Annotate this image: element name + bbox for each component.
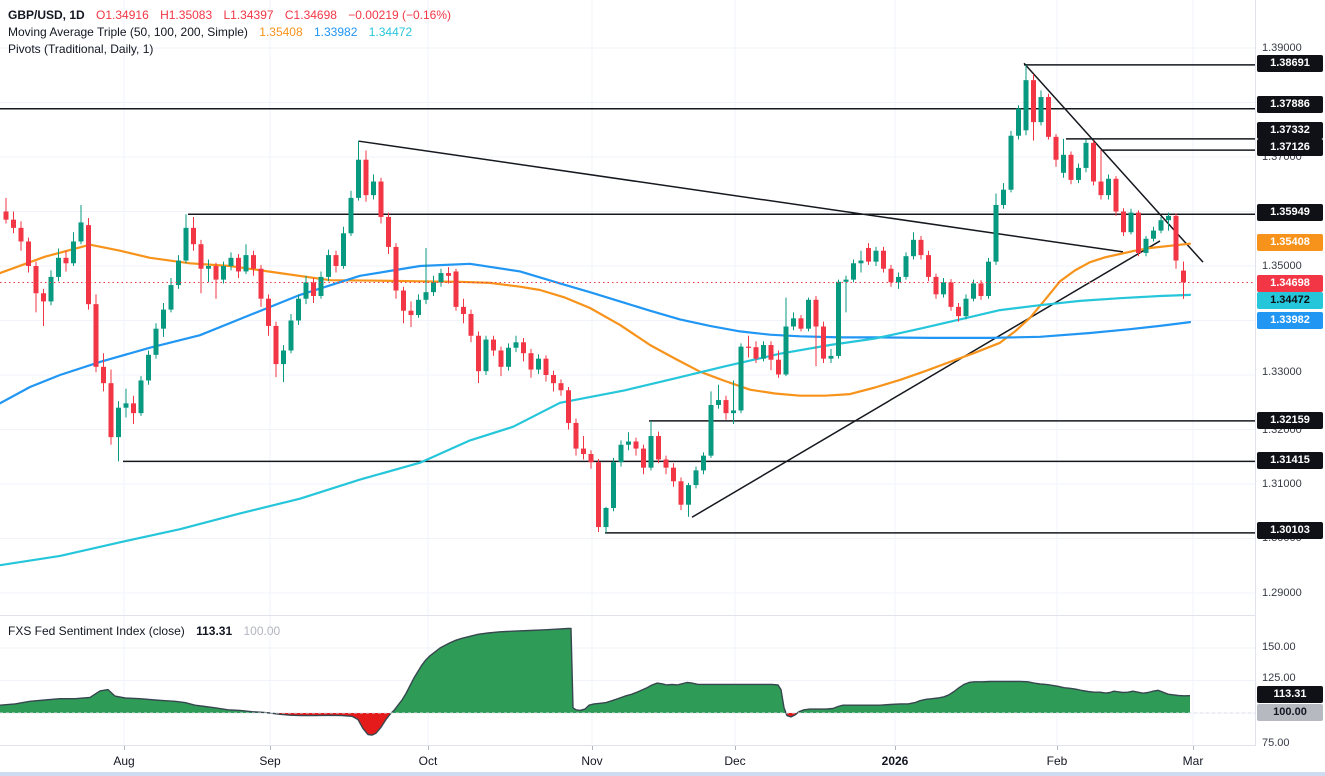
sentiment-indicator-title: FXS Fed Sentiment Index (close) [8, 624, 185, 638]
time-axis-tick [270, 746, 271, 750]
time-axis-tick [735, 746, 736, 750]
legend-row-symbol[interactable]: GBP/USD, 1D O1.34916 H1.35083 L1.34397 C… [8, 7, 451, 23]
time-axis-tick [124, 746, 125, 750]
bottom-edge-strip [0, 772, 1325, 776]
candlestick-chart-svg [0, 0, 1255, 615]
ohlc-high: H1.35083 [160, 8, 213, 22]
sentiment-baseline-value: 100.00 [243, 624, 281, 638]
price-badge-cyan: 1.34472 [1257, 291, 1323, 309]
time-axis-label: Dec [724, 754, 746, 768]
price-badge-orange: 1.35408 [1257, 233, 1323, 251]
price-badge-gray: 100.00 [1257, 703, 1323, 721]
price-badge-black: 1.31415 [1257, 451, 1323, 469]
price-badge-black: 1.32159 [1257, 411, 1323, 429]
ohlc-open: O1.34916 [96, 8, 149, 22]
price-badge-black: 1.30103 [1257, 521, 1323, 539]
price-axis-label: 1.31000 [1262, 478, 1302, 490]
price-badge-black: 1.37886 [1257, 95, 1323, 113]
sentiment-chart-svg [0, 616, 1255, 745]
price-badge-black: 1.38691 [1257, 54, 1323, 72]
time-axis-label: Mar [1182, 754, 1204, 768]
legend-row-pivots[interactable]: Pivots (Traditional, Daily, 1) [8, 41, 153, 57]
price-badge-black: 113.31 [1257, 685, 1323, 703]
time-axis-tick [1193, 746, 1194, 750]
symbol-title: GBP/USD, 1D [8, 8, 85, 22]
ma50-value: 1.35408 [259, 25, 303, 39]
time-axis-label: Nov [581, 754, 603, 768]
ohlc-close: C1.34698 [284, 8, 337, 22]
price-axis-label: 125.00 [1262, 672, 1296, 684]
price-chart-pane[interactable] [0, 0, 1325, 615]
ma-indicator-title: Moving Average Triple (50, 100, 200, Sim… [8, 25, 248, 39]
legend-row-ma[interactable]: Moving Average Triple (50, 100, 200, Sim… [8, 24, 412, 40]
trend-line[interactable] [691, 240, 1161, 518]
sentiment-pane[interactable] [0, 615, 1325, 746]
price-badge-black: 1.35949 [1257, 203, 1323, 221]
time-axis-tick [1057, 746, 1058, 750]
time-axis[interactable]: Aug Sep Oct Nov Dec 2026 Feb Mar [0, 745, 1325, 776]
time-axis-label: 2026 [881, 754, 909, 768]
price-change: −0.00219 (−0.16%) [348, 8, 452, 22]
time-axis-label: Feb [1046, 754, 1068, 768]
ma100-value: 1.33982 [314, 25, 358, 39]
price-axis-label: 1.29000 [1262, 587, 1302, 599]
price-axis-label: 1.35000 [1262, 260, 1302, 272]
trend-line[interactable] [358, 140, 1124, 253]
price-badge-black: 1.37126 [1257, 138, 1323, 156]
price-badge-red: 1.34698 [1257, 274, 1323, 292]
price-axis-label: 1.39000 [1262, 42, 1302, 54]
price-axis[interactable]: 1.390001.380001.370001.350001.330001.320… [1255, 0, 1325, 776]
time-axis-tick [592, 746, 593, 750]
sma-200-line[interactable] [0, 293, 1192, 567]
trend-line[interactable] [1023, 62, 1204, 263]
ohlc-low: L1.34397 [223, 8, 274, 22]
legend-row-sentiment[interactable]: FXS Fed Sentiment Index (close) 113.31 1… [8, 623, 280, 639]
sma-50-line[interactable] [0, 242, 1192, 397]
time-axis-tick [895, 746, 896, 750]
price-axis-label: 150.00 [1262, 641, 1296, 653]
price-axis-label: 75.00 [1262, 737, 1290, 749]
time-axis-label: Oct [418, 754, 438, 768]
time-axis-label: Sep [259, 754, 281, 768]
price-axis-label: 1.33000 [1262, 366, 1302, 378]
time-axis-tick [428, 746, 429, 750]
candles-group [3, 64, 1186, 533]
pivots-indicator-title: Pivots (Traditional, Daily, 1) [8, 42, 154, 56]
price-axis-separator [1255, 0, 1256, 746]
time-axis-label: Aug [113, 754, 135, 768]
sentiment-value: 113.31 [196, 624, 233, 638]
ma200-value: 1.34472 [368, 25, 413, 39]
sentiment-line [0, 627, 1191, 736]
sentiment-area-positive [0, 628, 1190, 713]
price-badge-black: 1.37332 [1257, 121, 1323, 139]
sma-100-line[interactable] [0, 262, 1192, 405]
price-badge-blue: 1.33982 [1257, 311, 1323, 329]
